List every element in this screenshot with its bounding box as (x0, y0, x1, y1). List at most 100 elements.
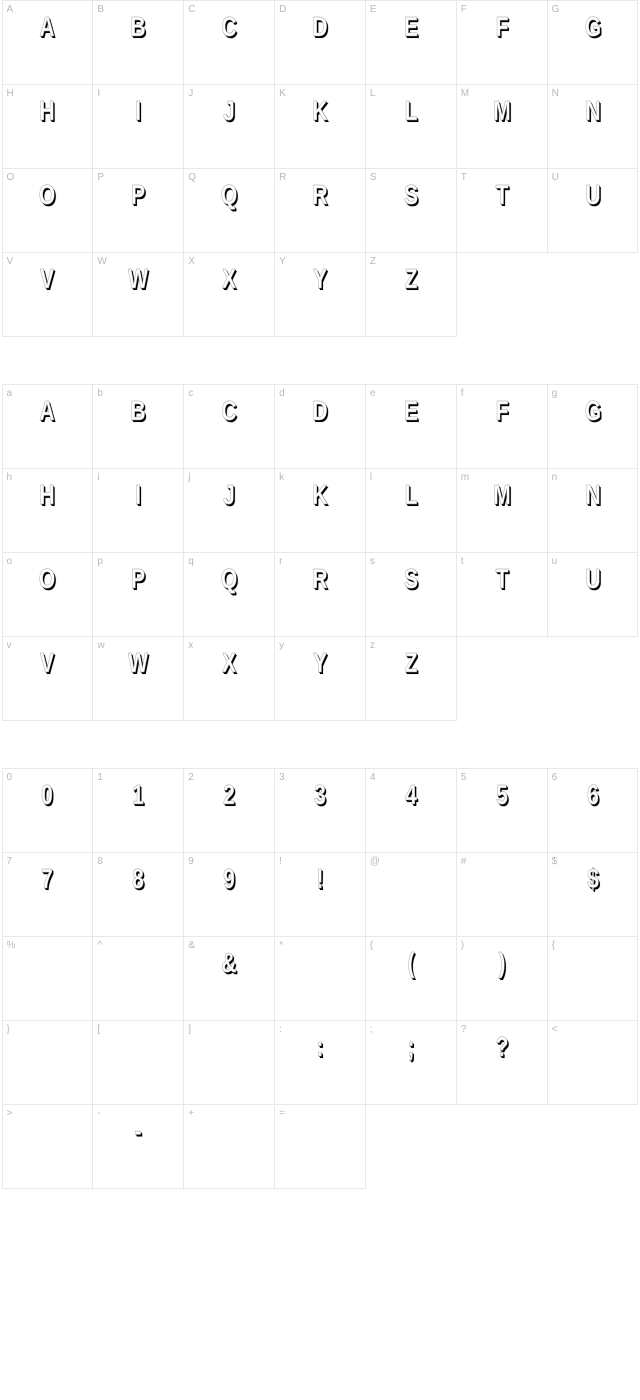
glyph-cell[interactable]: hH (2, 468, 94, 553)
glyph-cell[interactable]: jJ (183, 468, 275, 553)
glyph-cell[interactable]: YY (274, 252, 366, 337)
glyph-cell[interactable]: oO (2, 552, 94, 637)
glyph-cell[interactable]: AA (2, 0, 94, 85)
cell-label: c (188, 388, 193, 399)
glyph-cell[interactable]: zZ (365, 636, 457, 721)
glyph-cell[interactable]: < (547, 1020, 639, 1105)
glyph-cell[interactable]: kK (274, 468, 366, 553)
glyph-cell[interactable]: DD (274, 0, 366, 85)
glyph-cell[interactable]: lL (365, 468, 457, 553)
glyph-cell[interactable]: !! (274, 852, 366, 937)
cell-label: 6 (552, 772, 558, 783)
glyph-cell[interactable]: nN (547, 468, 639, 553)
glyph-cell[interactable]: :: (274, 1020, 366, 1105)
glyph-cell[interactable]: + (183, 1104, 275, 1189)
glyph-cell[interactable]: NN (547, 84, 639, 169)
glyph-cell[interactable]: XX (183, 252, 275, 337)
glyph-cell[interactable]: aA (2, 384, 94, 469)
glyph-cell[interactable]: 99 (183, 852, 275, 937)
glyph-cell[interactable]: qQ (183, 552, 275, 637)
glyph-cell[interactable]: QQ (183, 168, 275, 253)
cell-glyph: Q (221, 179, 237, 211)
glyph-cell[interactable]: 55 (456, 768, 548, 853)
glyph-cell[interactable]: UU (547, 168, 639, 253)
glyph-cell[interactable]: 66 (547, 768, 639, 853)
glyph-cell[interactable]: 33 (274, 768, 366, 853)
glyph-cell[interactable]: && (183, 936, 275, 1021)
glyph-cell[interactable]: ^ (92, 936, 184, 1021)
cell-label: - (97, 1108, 100, 1119)
glyph-cell[interactable]: 44 (365, 768, 457, 853)
glyph-cell[interactable]: WW (92, 252, 184, 337)
glyph-cell[interactable]: ;; (365, 1020, 457, 1105)
glyph-cell[interactable]: * (274, 936, 366, 1021)
glyph-cell[interactable]: > (2, 1104, 94, 1189)
glyph-cell[interactable]: } (2, 1020, 94, 1105)
glyph-cell[interactable]: FF (456, 0, 548, 85)
glyph-cell[interactable]: (( (365, 936, 457, 1021)
glyph-cell[interactable]: MM (456, 84, 548, 169)
cell-label: g (552, 388, 558, 399)
glyph-cell[interactable]: 00 (2, 768, 94, 853)
cell-label: u (552, 556, 558, 567)
cell-label: C (188, 4, 195, 15)
cell-label: v (7, 640, 12, 651)
glyph-cell[interactable]: mM (456, 468, 548, 553)
glyph-cell[interactable]: [ (92, 1020, 184, 1105)
glyph-cell[interactable]: SS (365, 168, 457, 253)
glyph-cell[interactable]: tT (456, 552, 548, 637)
glyph-cell[interactable]: iI (92, 468, 184, 553)
glyph-cell[interactable]: BB (92, 0, 184, 85)
glyph-cell[interactable]: II (92, 84, 184, 169)
glyph-cell[interactable]: pP (92, 552, 184, 637)
glyph-cell[interactable]: cC (183, 384, 275, 469)
glyph-cell[interactable]: sS (365, 552, 457, 637)
cell-label: E (370, 4, 377, 15)
glyph-cell[interactable]: { (547, 936, 639, 1021)
glyph-cell[interactable]: rR (274, 552, 366, 637)
glyph-cell[interactable]: GG (547, 0, 639, 85)
glyph-cell[interactable]: 11 (92, 768, 184, 853)
glyph-cell[interactable]: $$ (547, 852, 639, 937)
cell-glyph: B (131, 395, 146, 427)
glyph-cell[interactable]: # (456, 852, 548, 937)
glyph-cell[interactable]: 22 (183, 768, 275, 853)
cell-glyph: L (404, 479, 417, 511)
glyph-cell[interactable]: uU (547, 552, 639, 637)
glyph-cell[interactable]: VV (2, 252, 94, 337)
cell-glyph: N (585, 479, 600, 511)
glyph-cell[interactable]: LL (365, 84, 457, 169)
glyph-cell[interactable]: CC (183, 0, 275, 85)
glyph-cell[interactable]: ZZ (365, 252, 457, 337)
glyph-cell[interactable]: = (274, 1104, 366, 1189)
glyph-cell[interactable]: bB (92, 384, 184, 469)
glyph-cell[interactable]: % (2, 936, 94, 1021)
cell-glyph: D (312, 395, 327, 427)
cell-label: f (461, 388, 464, 399)
glyph-cell[interactable]: 77 (2, 852, 94, 937)
glyph-cell[interactable]: 88 (92, 852, 184, 937)
cell-glyph: P (131, 179, 145, 211)
glyph-cell[interactable]: yY (274, 636, 366, 721)
glyph-cell[interactable]: xX (183, 636, 275, 721)
glyph-cell[interactable]: )) (456, 936, 548, 1021)
glyph-cell[interactable]: dD (274, 384, 366, 469)
glyph-cell[interactable]: RR (274, 168, 366, 253)
glyph-cell[interactable]: JJ (183, 84, 275, 169)
glyph-cell[interactable]: fF (456, 384, 548, 469)
cell-glyph: 9 (223, 863, 235, 895)
glyph-cell[interactable]: wW (92, 636, 184, 721)
glyph-cell[interactable]: eE (365, 384, 457, 469)
glyph-cell[interactable]: ] (183, 1020, 275, 1105)
glyph-cell[interactable]: -- (92, 1104, 184, 1189)
glyph-cell[interactable]: vV (2, 636, 94, 721)
glyph-cell[interactable]: EE (365, 0, 457, 85)
glyph-cell[interactable]: HH (2, 84, 94, 169)
glyph-cell[interactable]: gG (547, 384, 639, 469)
glyph-cell[interactable]: ?? (456, 1020, 548, 1105)
glyph-cell[interactable]: KK (274, 84, 366, 169)
glyph-cell[interactable]: @ (365, 852, 457, 937)
glyph-cell[interactable]: PP (92, 168, 184, 253)
glyph-cell[interactable]: TT (456, 168, 548, 253)
glyph-cell[interactable]: OO (2, 168, 94, 253)
